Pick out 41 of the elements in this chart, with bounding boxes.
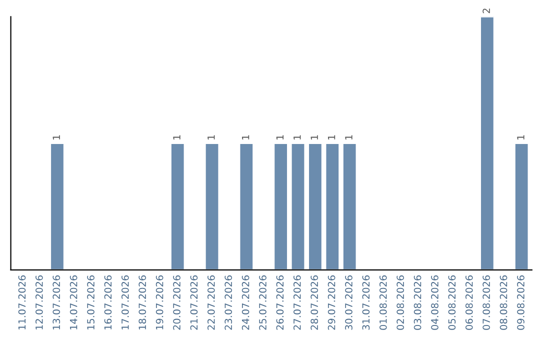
data-label: 2 [482,8,490,14]
x-tick-label: 30.07.2026 [345,275,352,330]
x-tick-label: 13.07.2026 [52,275,60,330]
x-tick-label: 05.08.2026 [448,275,456,330]
x-tick-label: 29.07.2026 [328,275,336,330]
data-label: 1 [345,135,352,140]
x-tick-label: 18.07.2026 [138,275,146,330]
data-label: 1 [328,135,336,140]
x-tick-label: 16.07.2026 [104,275,112,330]
x-tick-label: 03.08.2026 [414,275,422,330]
x-tick-label: 01.08.2026 [379,275,387,330]
x-tick-label: 31.07.2026 [362,275,370,330]
x-tick-label: 19.07.2026 [156,275,164,330]
data-label: 1 [310,135,318,140]
x-tick-label: 22.07.2026 [207,275,215,330]
x-tick-label: 14.07.2026 [70,275,78,330]
x-tick-label: 27.07.2026 [293,275,301,330]
x-tick-label: 23.07.2026 [224,275,232,330]
x-tick-label: 12.07.2026 [36,275,43,330]
x-tick-label: 21.07.2026 [190,275,198,330]
data-label: 1 [242,135,250,140]
x-tick-label: 08.08.2026 [500,275,508,330]
x-tick-label: 02.08.2026 [396,275,404,330]
x-tick-label: 07.08.2026 [482,275,490,330]
x-tick-label: 20.07.2026 [173,275,180,330]
x-tick-label: 26.07.2026 [276,275,284,330]
data-label: 1 [517,135,524,140]
x-tick-label: 06.08.2026 [465,275,473,330]
x-tick-label: 11.07.2026 [18,275,26,330]
x-tick-label: 15.07.2026 [87,275,94,330]
x-tick-label: 04.08.2026 [431,275,438,330]
x-tick-label: 24.07.2026 [242,275,250,330]
x-tick-label: 09.08.2026 [517,275,524,330]
data-label: 1 [52,135,60,140]
x-tick-label: 17.07.2026 [121,275,129,330]
data-label: 1 [294,135,301,140]
data-label: 1 [208,135,215,140]
x-tick-label: 25.07.2026 [259,275,266,330]
x-tick-label: 28.07.2026 [310,275,318,330]
data-label: 1 [276,135,284,140]
data-label: 1 [173,135,180,140]
